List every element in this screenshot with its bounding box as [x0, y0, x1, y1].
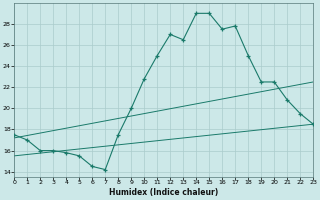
X-axis label: Humidex (Indice chaleur): Humidex (Indice chaleur) — [109, 188, 218, 197]
